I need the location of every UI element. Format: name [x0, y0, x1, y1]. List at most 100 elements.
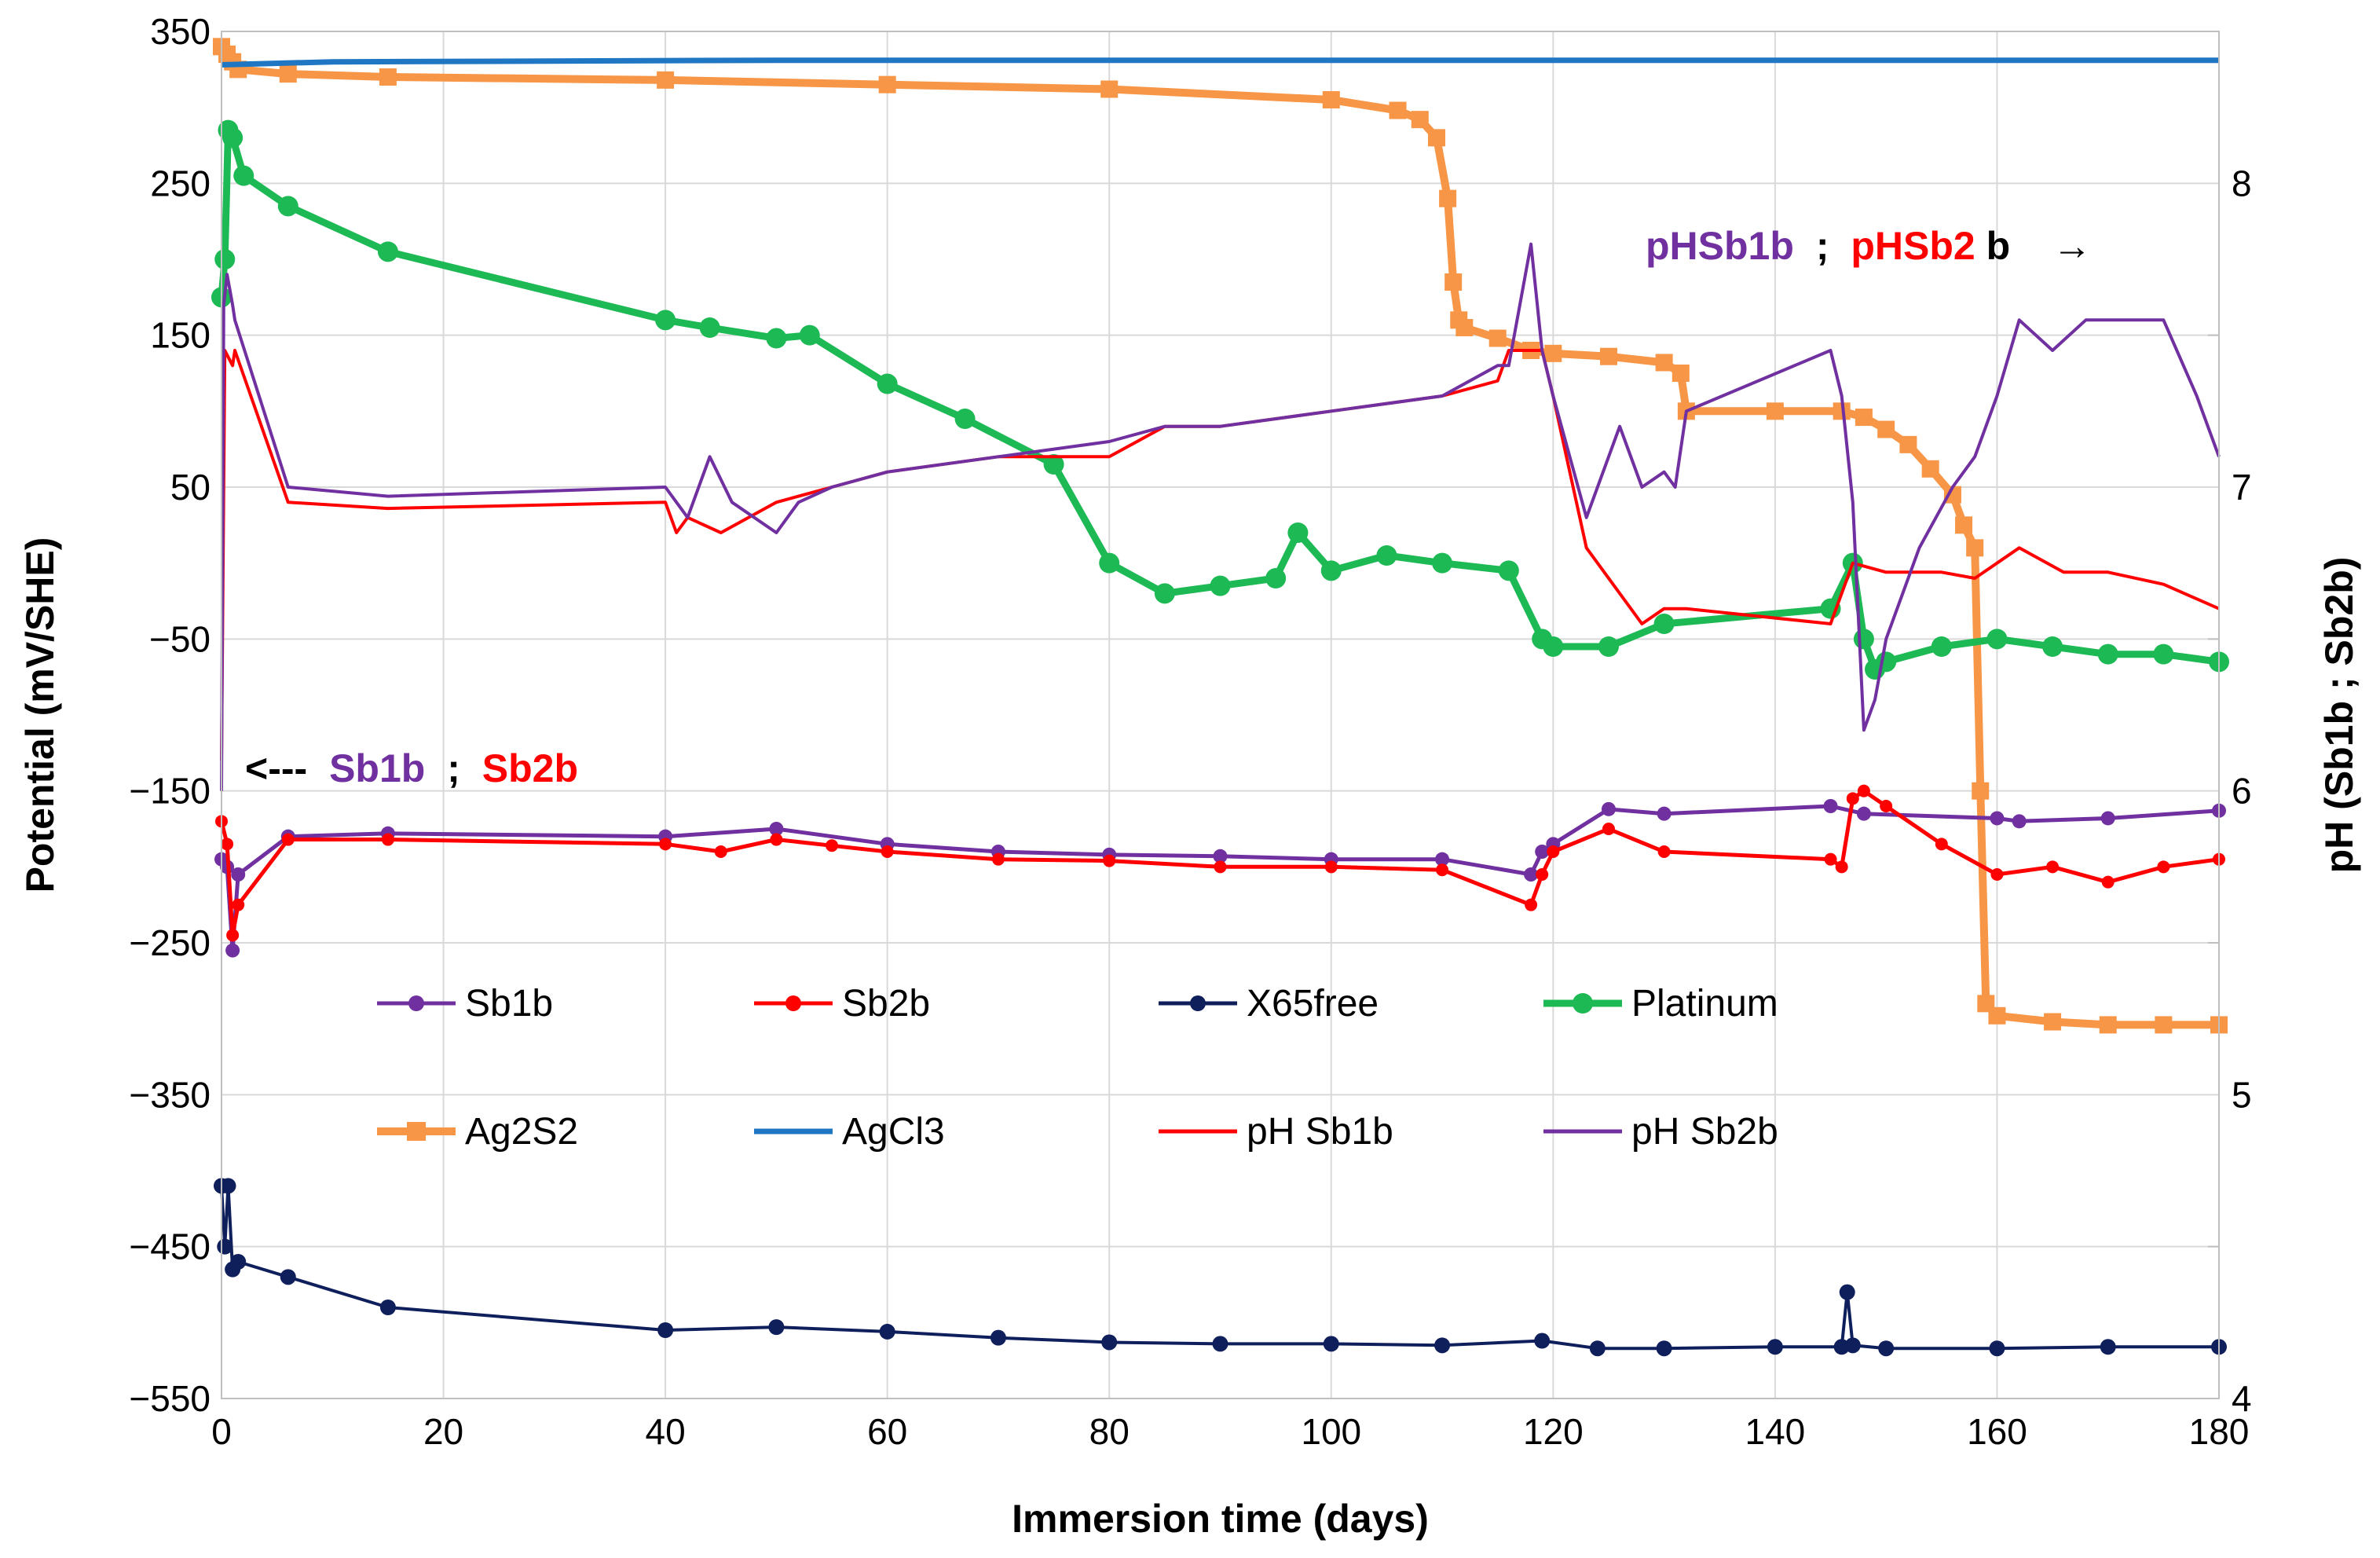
data-point: [1287, 522, 1309, 543]
data-point: [1972, 782, 1990, 800]
legend-item: AgCl3: [754, 1111, 945, 1153]
data-point: [2012, 814, 2027, 829]
data-point: [1389, 101, 1407, 119]
series-ph-sb1b: [220, 349, 2220, 761]
data-point: [221, 838, 234, 851]
data-point: [1547, 845, 1560, 858]
data-point: [881, 845, 894, 858]
legend-label: X65free: [1247, 983, 1379, 1025]
data-point: [1265, 568, 1287, 588]
data-point: [1657, 845, 1671, 858]
legend-label: pH Sb1b: [1247, 1111, 1393, 1153]
x-tick-label: 40: [646, 1411, 686, 1452]
data-point: [657, 1322, 674, 1338]
data-point: [1436, 863, 1449, 877]
data-point: [280, 1269, 296, 1285]
legend-label: pH Sb2b: [1631, 1111, 1778, 1153]
y2-tick-label: 5: [2232, 1074, 2252, 1115]
data-point: [1655, 354, 1673, 372]
data-point: [1966, 539, 1984, 557]
annotation-left: <--- Sb1b ; Sb2b: [245, 746, 578, 790]
data-point: [769, 822, 784, 836]
series-line: [221, 57, 2219, 68]
data-point: [1598, 636, 1619, 657]
data-point: [1943, 486, 1961, 504]
data-point: [1766, 402, 1784, 420]
data-point: [2101, 875, 2115, 889]
legend-swatch-marker: [1573, 993, 1593, 1014]
data-point: [1657, 806, 1671, 821]
data-point: [878, 75, 896, 93]
x-tick-label: 140: [1745, 1411, 1806, 1452]
data-point: [1899, 435, 1917, 453]
data-point: [1214, 860, 1227, 874]
annotation-left-sb1b: Sb1b: [329, 746, 425, 790]
data-point: [990, 1329, 1006, 1346]
data-point: [1990, 868, 2004, 881]
data-point: [230, 1254, 247, 1270]
legend-label: Platinum: [1631, 983, 1778, 1025]
data-point: [1877, 420, 1895, 438]
data-point: [1823, 799, 1838, 813]
data-point: [1989, 1340, 2005, 1357]
data-point: [2046, 860, 2060, 874]
series-layer: [211, 38, 2229, 1357]
data-point: [655, 310, 676, 331]
y-tick-label: −450: [129, 1226, 211, 1267]
data-point: [1671, 365, 1690, 382]
legend-item: Ag2S2: [377, 1111, 578, 1153]
data-point: [1653, 614, 1675, 634]
legend-item: Sb1b: [377, 983, 553, 1025]
legend-swatch-marker: [408, 995, 424, 1011]
annotation-right-arrow: →: [2052, 224, 2092, 268]
y-tick-label: 250: [150, 163, 211, 203]
legend-item: pH Sb2b: [1543, 1111, 1778, 1153]
data-point: [1853, 629, 1874, 650]
data-point: [1444, 273, 1463, 291]
y-tick-label: −250: [129, 922, 211, 963]
data-point: [1525, 898, 1538, 911]
data-point: [1656, 1340, 1672, 1357]
data-point: [1101, 1334, 1118, 1351]
series-line: [218, 44, 2219, 1029]
data-point: [1427, 129, 1445, 147]
x-tick-label: 100: [1301, 1411, 1361, 1452]
data-point: [1498, 560, 1519, 581]
data-point: [2042, 636, 2063, 657]
data-point: [1455, 319, 1474, 336]
legend-item: pH Sb1b: [1159, 1111, 1393, 1153]
x-tick-label: 120: [1523, 1411, 1584, 1452]
x-tick-label: 20: [423, 1411, 463, 1452]
legend-item: X65free: [1159, 983, 1379, 1025]
data-point: [1844, 1337, 1861, 1354]
legend-label: Sb2b: [842, 983, 930, 1025]
y2-tick-label: 6: [2232, 771, 2252, 812]
data-point: [657, 71, 675, 89]
data-point: [1589, 1340, 1606, 1357]
data-point: [1535, 845, 1550, 859]
data-point: [1990, 811, 2005, 826]
y2-tick-label: 4: [2232, 1378, 2252, 1419]
data-point: [1833, 402, 1851, 420]
data-point: [659, 838, 672, 851]
y2-tick-label: 8: [2232, 163, 2252, 203]
data-point: [1099, 552, 1120, 574]
data-point: [1935, 838, 1948, 851]
legend-label: AgCl3: [842, 1111, 945, 1153]
legend-label: Sb1b: [465, 983, 553, 1025]
data-point: [1432, 552, 1453, 574]
annotation-left-sep: ;: [447, 746, 460, 790]
data-point: [226, 929, 240, 942]
y-tick-label: 150: [150, 315, 211, 356]
data-point: [954, 409, 976, 429]
data-point: [1835, 860, 1848, 874]
data-point: [1599, 347, 1617, 365]
data-point: [1855, 409, 1873, 427]
data-point: [379, 1300, 396, 1315]
data-point: [379, 68, 397, 86]
data-point: [2155, 1016, 2173, 1034]
y-tick-label: −50: [149, 618, 211, 659]
x-axis-label: Immersion time (days): [1012, 1497, 1429, 1541]
data-point: [377, 241, 398, 262]
